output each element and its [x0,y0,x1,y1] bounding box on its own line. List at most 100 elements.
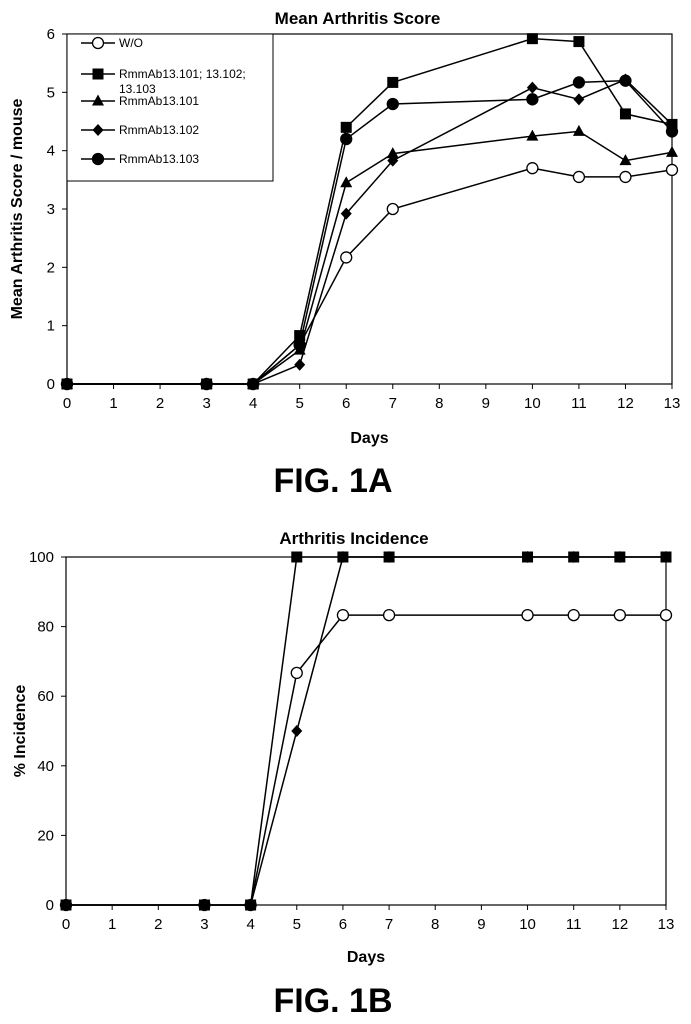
data-point-circle [62,379,73,390]
y-tick-label: 80 [37,619,54,636]
x-tick-label: 11 [566,916,582,933]
data-point-diamond [294,359,305,371]
legend-marker-circle-open [93,38,104,49]
data-point-circle [527,94,538,105]
data-point-circle [620,75,631,86]
y-tick-label: 0 [47,376,55,393]
x-axis-label: Days [347,949,385,966]
x-tick-label: 10 [519,916,536,933]
x-tick-label: 5 [296,395,304,412]
legend-label: RmmAb13.101 [119,94,199,108]
series-line [66,557,666,905]
data-point-circle-open [527,163,538,174]
data-point-circle-open [620,171,631,182]
data-point-triangle [573,125,585,136]
chart-a: Mean Arthritis Score01234567891011121301… [9,9,680,500]
x-tick-label: 8 [435,395,443,412]
x-tick-label: 4 [249,395,257,412]
data-point-circle-open [341,252,352,263]
series-diamond [61,551,672,911]
x-tick-label: 6 [342,395,350,412]
x-tick-label: 11 [571,395,587,412]
data-point-square [245,900,256,911]
y-axis-label: Mean Arthritis Score / mouse [9,99,26,320]
y-axis-label: % Incidence [12,685,29,778]
series-circle-open [62,163,678,390]
x-tick-label: 1 [108,916,116,933]
y-tick-label: 60 [37,688,54,705]
chart-title: Arthritis Incidence [279,529,428,548]
data-point-square [614,552,625,563]
x-tick-label: 4 [246,916,254,933]
data-point-circle-open [614,610,625,621]
x-tick-label: 2 [154,916,162,933]
x-tick-label: 7 [385,916,393,933]
y-tick-label: 6 [47,26,55,43]
series-line [67,168,672,384]
legend-marker-circle [93,154,104,165]
data-point-circle [294,339,305,350]
data-point-square [341,122,352,133]
data-point-circle [201,379,212,390]
y-tick-label: 1 [47,318,55,335]
data-point-circle [248,379,259,390]
y-tick-label: 2 [47,259,55,276]
x-tick-label: 9 [482,395,490,412]
data-point-square [291,552,302,563]
x-tick-label: 13 [664,395,681,412]
x-tick-label: 6 [339,916,347,933]
data-point-circle [667,126,678,137]
data-point-circle-open [522,610,533,621]
series-circle-open [61,610,672,911]
series-square [61,552,672,911]
x-tick-label: 12 [612,916,629,933]
y-tick-label: 4 [47,143,55,160]
y-tick-label: 40 [37,758,54,775]
figure-label: FIG. 1B [273,982,392,1020]
data-point-triangle [340,176,352,187]
data-point-square [61,900,72,911]
plot-frame [66,557,666,905]
x-tick-label: 2 [156,395,164,412]
data-point-circle [573,77,584,88]
data-point-circle-open [384,610,395,621]
x-axis-label: Days [350,430,388,447]
data-point-circle-open [661,610,672,621]
x-tick-label: 3 [200,916,208,933]
data-point-square [661,552,672,563]
y-tick-label: 20 [37,827,54,844]
data-point-square [387,77,398,88]
chart-b: Arthritis Incidence012345678910111213020… [12,529,674,1020]
data-point-circle-open [291,667,302,678]
chart-title: Mean Arthritis Score [275,9,441,28]
data-point-square [199,900,210,911]
y-tick-label: 100 [29,549,54,566]
data-point-circle-open [337,610,348,621]
legend-label: RmmAb13.102 [119,123,199,137]
data-point-circle [341,134,352,145]
series-line [66,615,666,905]
x-tick-label: 5 [293,916,301,933]
legend-label: RmmAb13.103 [119,152,199,166]
x-tick-label: 0 [63,395,71,412]
legend: W/ORmmAb13.101; 13.102;13.103RmmAb13.101… [67,34,273,181]
data-point-circle-open [667,164,678,175]
y-tick-label: 0 [46,897,54,914]
data-point-circle-open [573,171,584,182]
data-point-square [620,108,631,119]
series-line [66,557,666,905]
x-tick-label: 7 [389,395,397,412]
data-point-diamond [573,93,584,105]
data-point-diamond [527,82,538,94]
y-tick-label: 3 [47,201,55,218]
data-point-circle [387,99,398,110]
x-tick-label: 13 [658,916,675,933]
x-tick-label: 8 [431,916,439,933]
data-point-square [568,552,579,563]
data-point-square [337,552,348,563]
x-tick-label: 3 [202,395,210,412]
x-tick-label: 0 [62,916,70,933]
data-point-circle-open [568,610,579,621]
x-tick-label: 1 [109,395,117,412]
